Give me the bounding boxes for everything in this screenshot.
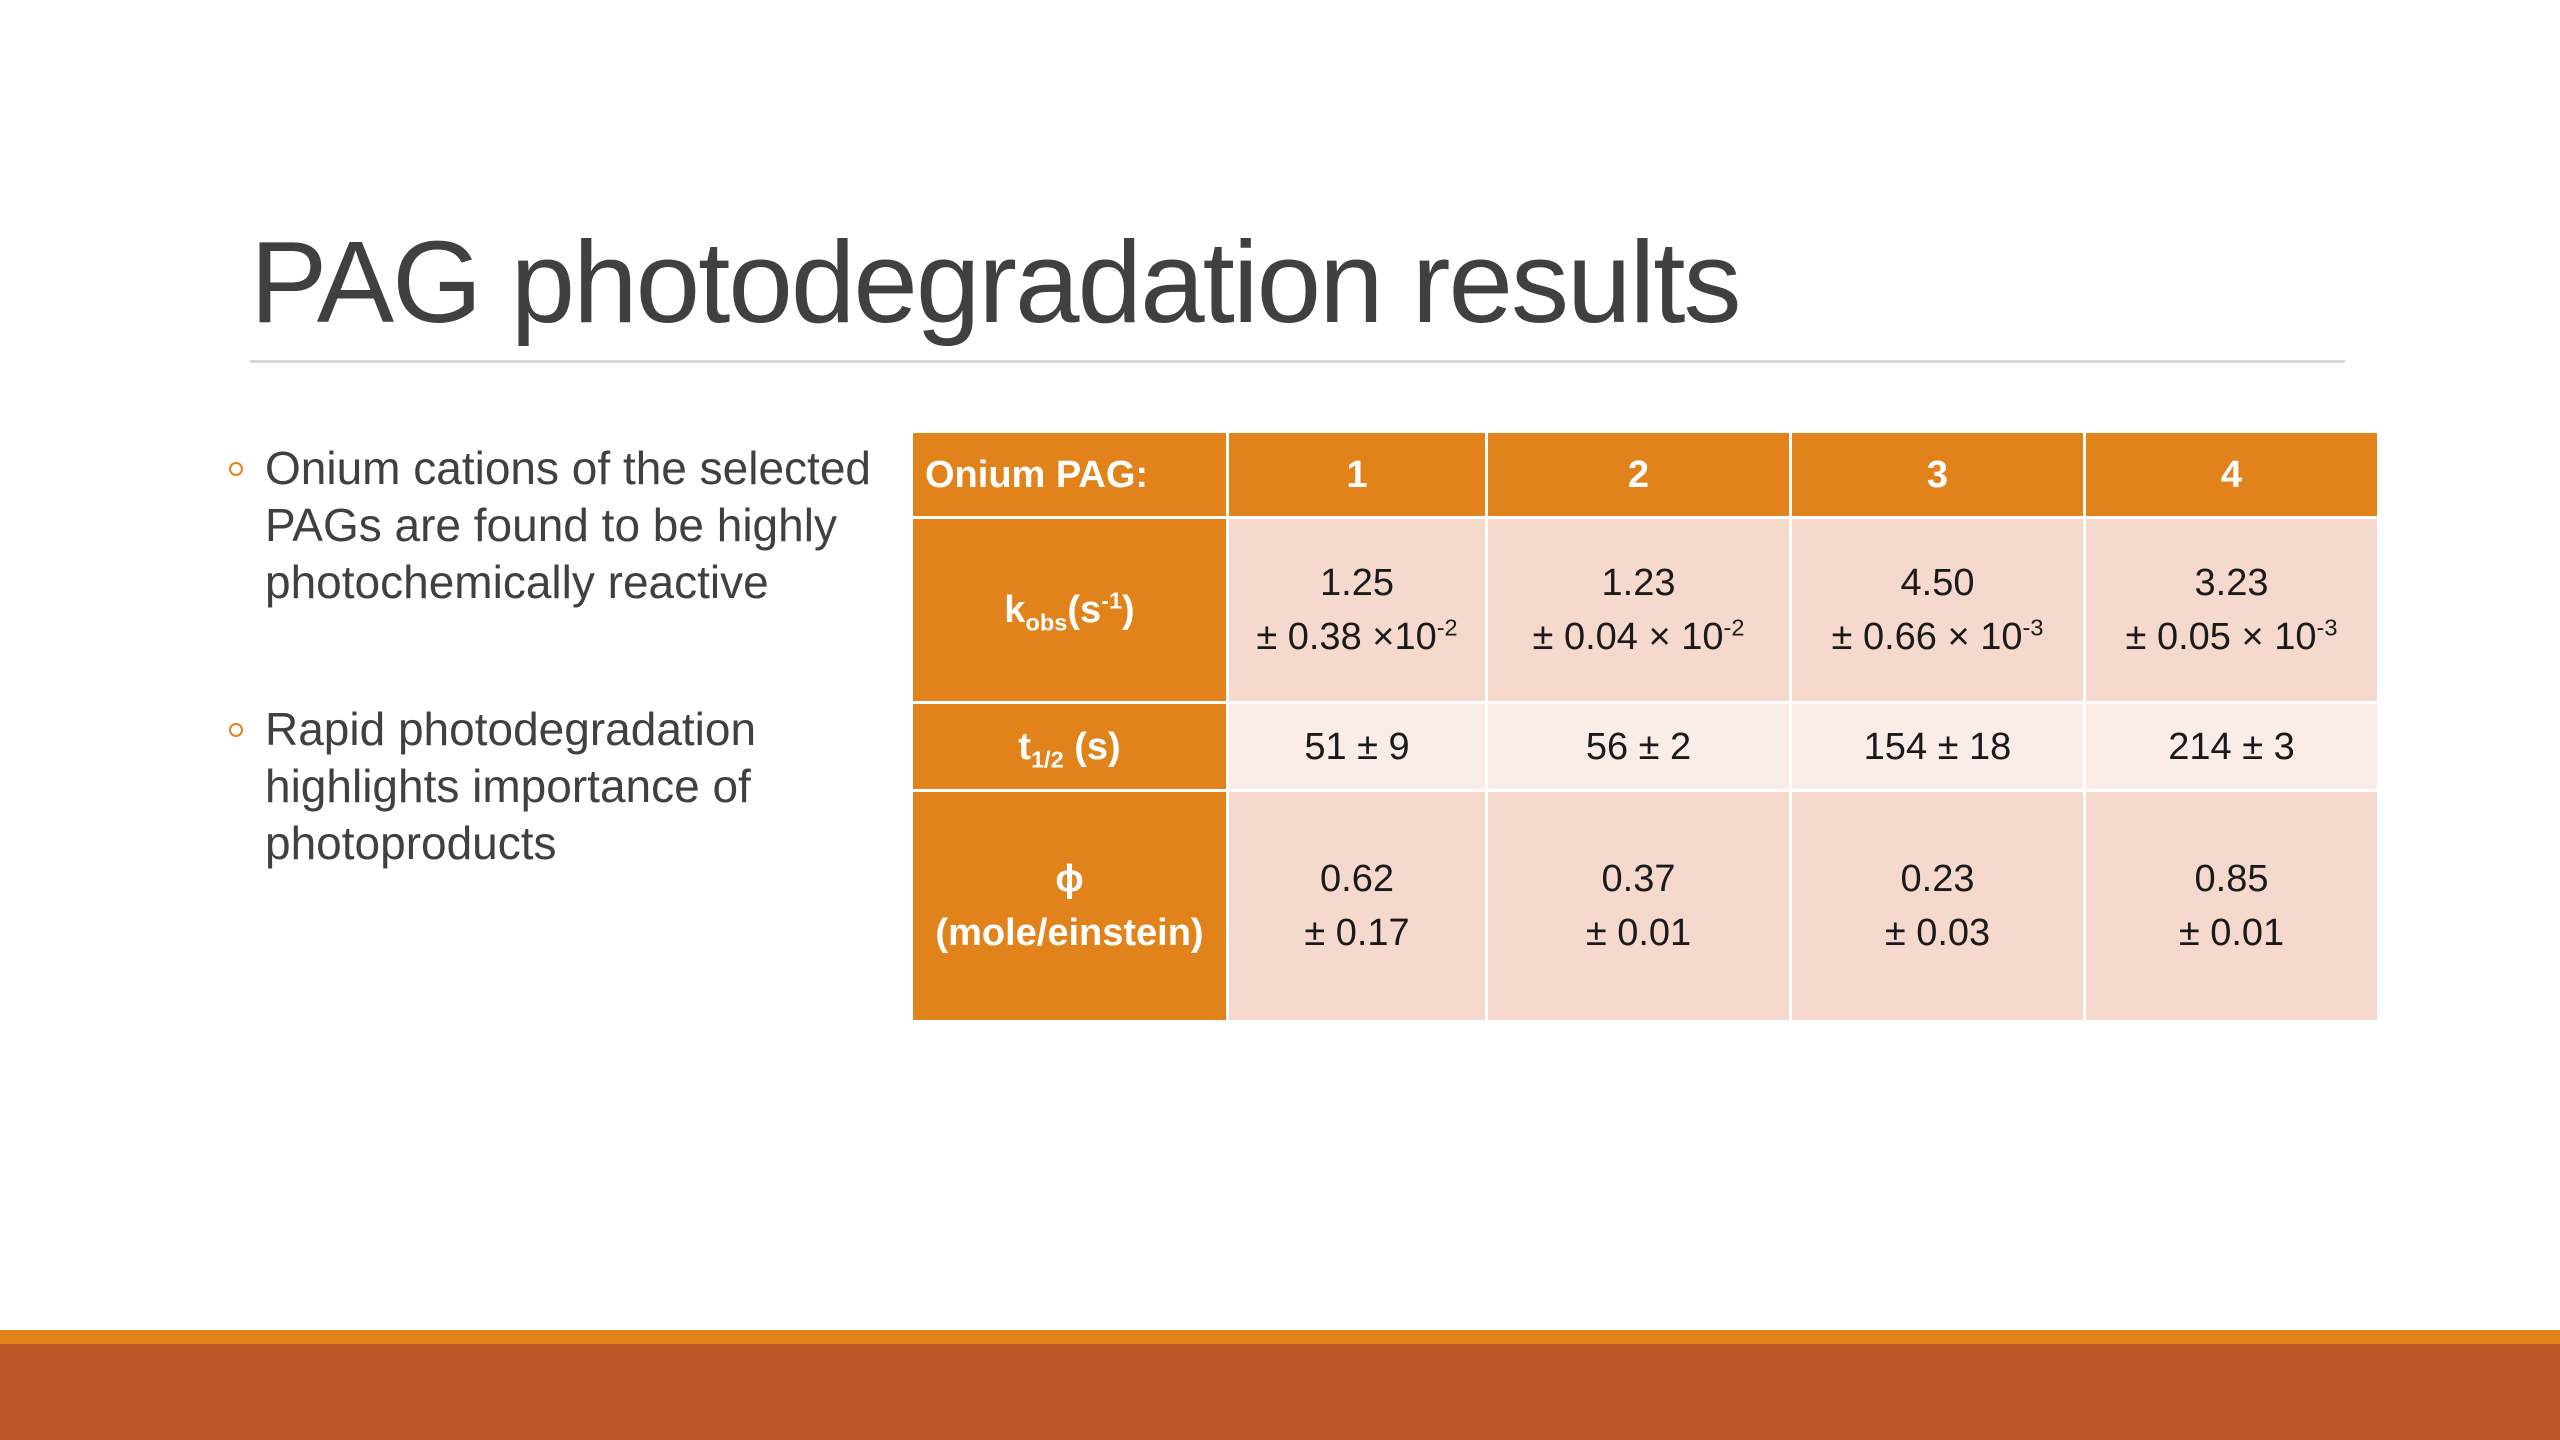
bullet-list: Onium cations of the selected PAGs are f…: [225, 440, 875, 962]
table-cell: 1.23 ± 0.04 × 10-2: [1485, 516, 1792, 704]
table-corner-header: Onium PAG:: [910, 430, 1229, 519]
table-cell: 0.23 ± 0.03: [1789, 789, 2086, 1023]
table-row-phi: ϕ (mole/einstein) 0.62 ± 0.17 0.37 ± 0.0…: [910, 789, 2380, 1023]
column-header: 4: [2083, 430, 2380, 519]
table-cell: 214 ± 3: [2083, 701, 2380, 792]
footer-band: [0, 1344, 2560, 1440]
bullet-item: Onium cations of the selected PAGs are f…: [225, 440, 875, 611]
column-header: 2: [1485, 430, 1792, 519]
column-header: 3: [1789, 430, 2086, 519]
column-header: 1: [1226, 430, 1488, 519]
table-cell: 56 ± 2: [1485, 701, 1792, 792]
bullet-text: Onium cations of the selected PAGs are f…: [265, 442, 871, 608]
table-row-kobs: kobs(s-1) 1.25 ± 0.38 ×10-2 1.23 ± 0.04 …: [910, 516, 2380, 704]
table-cell: 4.50 ± 0.66 × 10-3: [1789, 516, 2086, 704]
results-table: Onium PAG: 1 2 3 4 kobs(s-1) 1.25 ± 0.38…: [910, 430, 2380, 1023]
table-cell: 0.85 ± 0.01: [2083, 789, 2380, 1023]
row-header-thalf: t1/2 (s): [910, 701, 1229, 792]
footer-accent-stripe: [0, 1330, 2560, 1344]
row-header-kobs: kobs(s-1): [910, 516, 1229, 704]
bullet-item: Rapid photodegradation highlights import…: [225, 701, 875, 872]
bullet-circle-icon: [229, 462, 243, 476]
table-cell: 51 ± 9: [1226, 701, 1488, 792]
row-header-phi: ϕ (mole/einstein): [910, 789, 1229, 1023]
title-divider: [250, 360, 2345, 363]
bullet-text: Rapid photodegradation highlights import…: [265, 703, 757, 869]
table-cell: 3.23 ± 0.05 × 10-3: [2083, 516, 2380, 704]
table-cell: 0.62 ± 0.17: [1226, 789, 1488, 1023]
table-cell: 1.25 ± 0.38 ×10-2: [1226, 516, 1488, 704]
slide-title: PAG photodegradation results: [250, 217, 1741, 347]
table-cell: 154 ± 18: [1789, 701, 2086, 792]
table-row-thalf: t1/2 (s) 51 ± 9 56 ± 2 154 ± 18 214 ± 3: [910, 701, 2380, 792]
bullet-circle-icon: [229, 723, 243, 737]
table-cell: 0.37 ± 0.01: [1485, 789, 1792, 1023]
table-header-row: Onium PAG: 1 2 3 4: [910, 430, 2380, 519]
